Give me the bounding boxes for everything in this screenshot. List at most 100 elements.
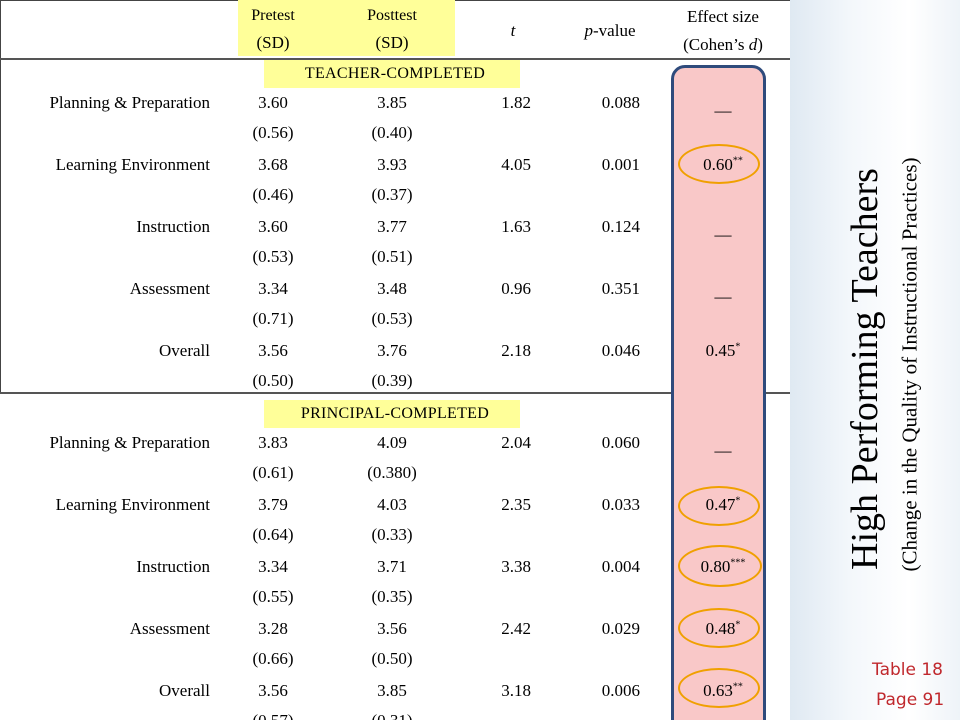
header-posttest-sd: (SD): [375, 33, 409, 52]
p-value: 0.029: [601, 619, 640, 638]
posttest-sd: (0.40): [371, 123, 413, 142]
significance-stars: *: [735, 619, 741, 631]
p-value: 0.001: [601, 155, 640, 174]
row-label: Learning Environment: [55, 495, 210, 514]
posttest-sd: (0.53): [371, 309, 413, 328]
side-title: High Performing Teachers: [844, 168, 886, 570]
header-cohens-post: ): [757, 35, 763, 54]
pretest-mean: 3.34: [258, 279, 288, 298]
header-t: t: [510, 21, 516, 40]
row-label: Overall: [159, 341, 210, 360]
t-value: 4.05: [501, 155, 531, 174]
row-label: Planning & Preparation: [49, 433, 210, 452]
p-value: 0.006: [601, 681, 640, 700]
row-label: Instruction: [136, 217, 210, 236]
posttest-mean: 4.03: [377, 495, 407, 514]
effect-size: 0.63**: [703, 682, 743, 699]
t-value: 0.96: [501, 279, 531, 298]
significance-ring: [678, 144, 760, 184]
posttest-sd: (0.50): [371, 649, 413, 668]
significance-ring: [678, 545, 762, 587]
t-value: 2.42: [501, 619, 531, 638]
effect-size: 0.60**: [703, 156, 743, 173]
posttest-mean: 3.93: [377, 155, 407, 174]
significance-stars: *: [735, 341, 741, 353]
posttest-sd: (0.35): [371, 587, 413, 606]
header-cohens-d-italic: d: [748, 35, 758, 54]
row-label: Assessment: [129, 619, 210, 638]
section-divider: [0, 392, 790, 394]
pretest-mean: 3.83: [258, 433, 288, 452]
side-subtitle: (Change in the Quality of Instructional …: [897, 157, 922, 572]
p-value: 0.088: [601, 93, 640, 112]
posttest-sd: (0.33): [371, 525, 413, 544]
header-highlight: [238, 0, 455, 56]
row-label: Learning Environment: [55, 155, 210, 174]
effect-size-value: 0.63: [703, 681, 733, 700]
posttest-mean: 4.09: [377, 433, 407, 452]
section-title-teacher: TEACHER-COMPLETED: [304, 65, 486, 82]
effect-size-value: —: [714, 101, 732, 120]
effect-size-value: 0.48: [705, 619, 736, 638]
posttest-sd: (0.39): [371, 371, 413, 390]
effect-size-value: 0.47: [705, 495, 736, 514]
posttest-mean: 3.56: [377, 619, 407, 638]
effect-size: —: [715, 288, 732, 305]
pretest-mean: 3.34: [258, 557, 288, 576]
p-value: 0.124: [601, 217, 640, 236]
effect-size: —: [715, 226, 732, 243]
t-value: 3.38: [501, 557, 531, 576]
significance-ring: [678, 668, 760, 708]
posttest-mean: 3.48: [377, 279, 407, 298]
posttest-sd: (0.380): [367, 463, 417, 482]
significance-ring: [678, 608, 760, 648]
table-reference: Table 18: [872, 660, 943, 680]
t-value: 2.04: [501, 433, 531, 452]
pretest-sd: (0.57): [252, 712, 293, 720]
header-effect-size: Effect size: [687, 7, 759, 26]
effect-size-value: 0.80: [700, 557, 731, 576]
pretest-mean: 3.60: [258, 217, 288, 236]
p-value: 0.033: [601, 495, 640, 514]
pretest-mean: 3.56: [258, 341, 288, 360]
effect-size: 0.45*: [706, 342, 741, 359]
section-title-principal: PRINCIPAL-COMPLETED: [300, 405, 490, 422]
posttest-mean: 3.71: [377, 557, 407, 576]
significance-stars: **: [732, 155, 743, 167]
row-label: Planning & Preparation: [49, 93, 210, 112]
posttest-sd: (0.51): [371, 247, 413, 266]
header-pretest-sd: (SD): [256, 33, 290, 52]
table-left-rule: [0, 0, 1, 392]
effect-size: 0.48*: [706, 620, 741, 637]
posttest-mean: 3.85: [377, 93, 407, 112]
pretest-mean: 3.28: [258, 619, 288, 638]
header-pvalue-rest: -value: [593, 21, 636, 40]
effect-size-value: 0.60: [703, 155, 733, 174]
pretest-mean: 3.79: [258, 495, 288, 514]
row-label: Assessment: [129, 279, 210, 298]
posttest-mean: 3.77: [377, 217, 407, 236]
effect-size-value: 0.45: [705, 341, 736, 360]
pretest-mean: 3.56: [258, 681, 288, 700]
effect-size: 0.47*: [706, 496, 741, 513]
header-pretest: Pretest: [251, 7, 295, 24]
row-label: Overall: [159, 681, 210, 700]
effect-size: —: [715, 102, 732, 119]
t-value: 2.18: [501, 341, 531, 360]
section-highlight-teacher: [264, 60, 520, 88]
header-posttest: Posttest: [367, 7, 417, 24]
pretest-sd: (0.66): [252, 649, 294, 668]
pretest-sd: (0.64): [252, 525, 294, 544]
posttest-mean: 3.85: [377, 681, 407, 700]
t-value: 1.82: [501, 93, 531, 112]
t-value: 3.18: [501, 681, 531, 700]
significance-ring: [678, 486, 760, 526]
posttest-sd: (0.31): [371, 712, 412, 720]
significance-stars: *: [735, 495, 741, 507]
effect-size-value: —: [714, 441, 732, 460]
t-value: 1.63: [501, 217, 531, 236]
p-value: 0.046: [601, 341, 640, 360]
page-reference: Page 91: [876, 690, 945, 710]
pretest-sd: (0.56): [252, 123, 294, 142]
